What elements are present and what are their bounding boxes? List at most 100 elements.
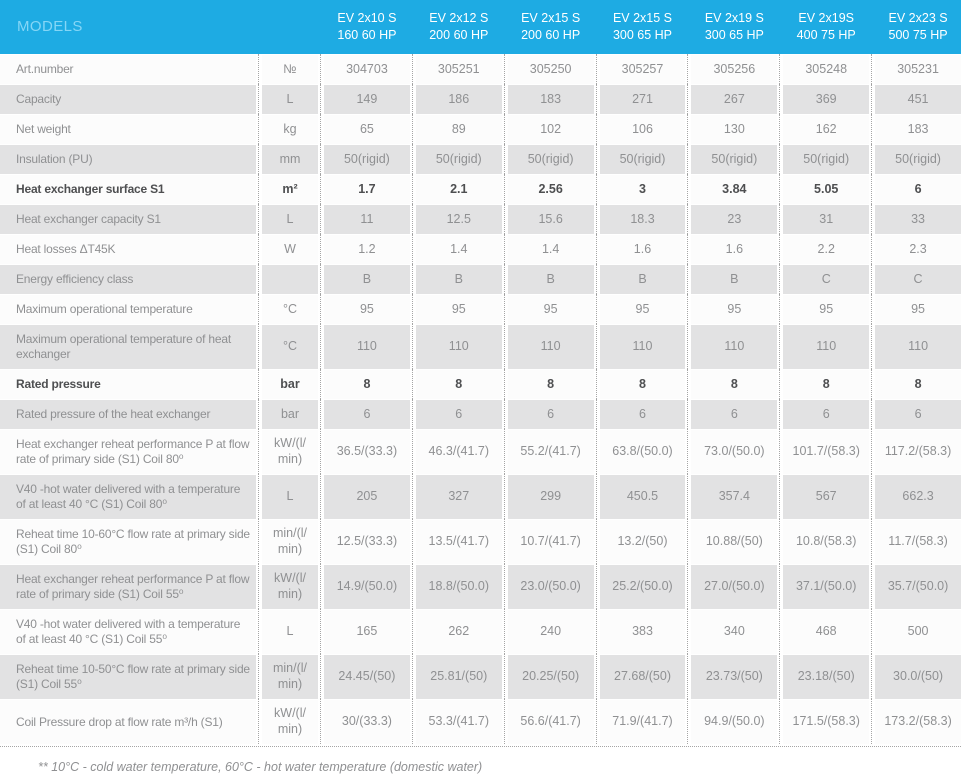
cell-value: 110 (779, 324, 870, 369)
table-row: Reheat time 10-60°C flow rate at primary… (0, 519, 961, 564)
row-unit: bar (258, 369, 318, 399)
cell-value: 1.2 (320, 234, 410, 264)
row-label: Insulation (PU) (0, 145, 256, 174)
cell-value: B (411, 264, 502, 294)
cell-value: 6 (871, 399, 961, 429)
cell-value: 8 (595, 369, 686, 399)
cell-value: 6 (871, 174, 961, 204)
cell-value: 183 (503, 84, 594, 114)
cell-value: 110 (595, 324, 686, 369)
cell-value: 23.73/(50) (687, 654, 778, 699)
row-unit: °C (258, 324, 318, 369)
cell-value: 6 (411, 399, 502, 429)
row-label: Rated pressure of the heat exchanger (0, 400, 256, 429)
cell-value: 110 (411, 324, 502, 369)
cell-value: 171.5/(58.3) (779, 699, 870, 744)
cell-value: 6 (595, 399, 686, 429)
table-row: Rated pressure bar 8 8 8 8 8 8 8 (0, 369, 961, 399)
cell-value: B (320, 264, 410, 294)
row-unit: min/(l/ min) (258, 654, 318, 699)
table-row: Heat exchanger capacity S1 L 11 12.5 15.6 18.… (0, 204, 961, 234)
table-row: Heat losses ΔT45K W 1.2 1.4 1.4 1.6 1.6 2.2 2.3 (0, 234, 961, 264)
table-row: Capacity L 149 186 183 271 267 369 451 (0, 84, 961, 114)
cell-value: 3 (595, 174, 686, 204)
cell-value: 1.4 (411, 234, 502, 264)
cell-value: B (687, 264, 778, 294)
row-unit: kg (258, 114, 318, 144)
cell-value: 30/(33.3) (320, 699, 410, 744)
cell-value: 50(rigid) (595, 144, 686, 174)
row-unit: bar (258, 399, 318, 429)
cell-value: 8 (871, 369, 961, 399)
models-title: MODELS (17, 17, 83, 35)
row-label: Maximum operational temperature of heat … (0, 325, 256, 369)
cell-value: 468 (779, 609, 870, 654)
row-label: V40 -hot water delivered with a temperat… (0, 610, 256, 654)
cell-value: 25.2/(50.0) (595, 564, 686, 609)
row-unit: min/(l/ min) (258, 519, 318, 564)
cell-value: 500 (871, 609, 961, 654)
cell-value: 50(rigid) (871, 144, 961, 174)
cell-value: 271 (595, 84, 686, 114)
cell-value: 8 (503, 369, 594, 399)
cell-value: 327 (411, 474, 502, 519)
row-unit: kW/(l/ min) (258, 699, 318, 744)
cell-value: 106 (595, 114, 686, 144)
cell-value: 130 (687, 114, 778, 144)
cell-value: 95 (503, 294, 594, 324)
cell-value: 8 (320, 369, 410, 399)
header-unit-spacer (262, 0, 318, 54)
cell-value: 110 (871, 324, 961, 369)
cell-value: 50(rigid) (687, 144, 778, 174)
cell-value: 95 (779, 294, 870, 324)
table-row: Reheat time 10-50°C flow rate at primary… (0, 654, 961, 699)
cell-value: 50(rigid) (503, 144, 594, 174)
cell-value: 12.5/(33.3) (320, 519, 410, 564)
table-row: Heat exchanger surface S1 m² 1.7 2.1 2.56 3 3.… (0, 174, 961, 204)
cell-value: 18.3 (595, 204, 686, 234)
row-label: Rated pressure (0, 370, 256, 399)
table-row: Maximum operational temperature of heat … (0, 324, 961, 369)
row-unit: № (258, 54, 318, 84)
cell-value: 95 (595, 294, 686, 324)
table-row: Heat exchanger reheat performance P at f… (0, 429, 961, 474)
model-column-header: EV 2x15 S 300 65 HP (612, 11, 673, 42)
cell-value: 94.9/(50.0) (687, 699, 778, 744)
cell-value: 13.5/(41.7) (411, 519, 502, 564)
row-unit (258, 264, 318, 294)
cell-value: 3.84 (687, 174, 778, 204)
cell-value: 149 (320, 84, 410, 114)
cell-value: 299 (503, 474, 594, 519)
cell-value: 305257 (595, 54, 686, 84)
footnote: ** 10°C - cold water temperature, 60°C -… (38, 760, 483, 774)
row-label: Heat losses ΔT45K (0, 235, 256, 264)
cell-value: 369 (779, 84, 870, 114)
cell-value: B (595, 264, 686, 294)
cell-value: 567 (779, 474, 870, 519)
cell-value: 23.0/(50.0) (503, 564, 594, 609)
cell-value: 117.2/(58.3) (871, 429, 961, 474)
cell-value: 173.2/(58.3) (871, 699, 961, 744)
cell-value: 305250 (503, 54, 594, 84)
table-bottom-rule (0, 746, 961, 747)
cell-value: 55.2/(41.7) (503, 429, 594, 474)
row-unit: mm (258, 144, 318, 174)
table-row: Heat exchanger reheat performance P at f… (0, 564, 961, 609)
row-label: V40 -hot water delivered with a temperat… (0, 475, 256, 519)
cell-value: 11 (320, 204, 410, 234)
cell-value: 305251 (411, 54, 502, 84)
cell-value: 183 (871, 114, 961, 144)
cell-value: 1.7 (320, 174, 410, 204)
cell-value: 33 (871, 204, 961, 234)
cell-value: 5.05 (779, 174, 870, 204)
cell-value: 2.1 (411, 174, 502, 204)
table-row: Rated pressure of the heat exchanger bar 6… (0, 399, 961, 429)
row-unit: L (258, 609, 318, 654)
cell-value: 2.56 (503, 174, 594, 204)
cell-value: 23.18/(50) (779, 654, 870, 699)
cell-value: 305231 (871, 54, 961, 84)
cell-value: 56.6/(41.7) (503, 699, 594, 744)
cell-value: 101.7/(58.3) (779, 429, 870, 474)
model-column-header: EV 2x10 S 160 60 HP (337, 11, 397, 42)
